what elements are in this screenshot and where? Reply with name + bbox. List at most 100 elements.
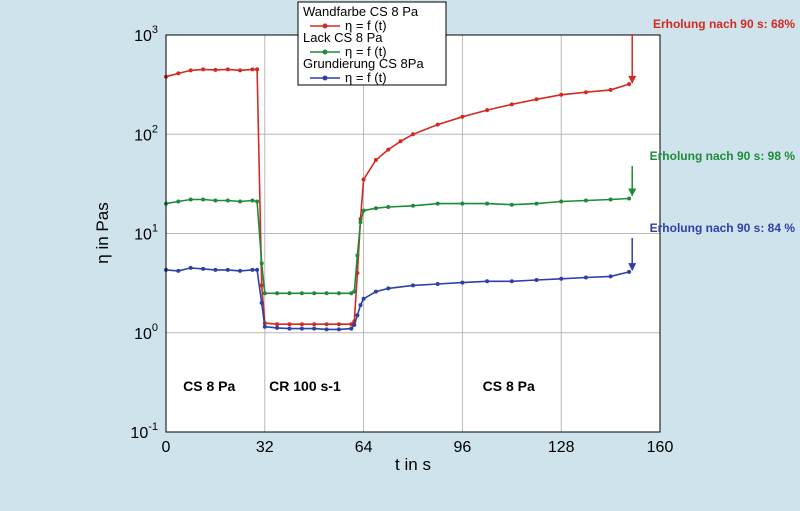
y-tick-label: 101 <box>134 223 158 244</box>
legend-marker <box>322 75 328 81</box>
data-point <box>361 177 366 182</box>
phase-labels: CS 8 Pa CR 100 s-1 CS 8 Pa <box>183 378 535 394</box>
data-point <box>398 139 403 144</box>
data-point <box>259 283 264 288</box>
legend-label: η = f (t) <box>345 18 387 33</box>
legend: Wandfarbe CS 8 Paη = f (t)Lack CS 8 Paη … <box>297 1 447 86</box>
legend-marker <box>322 23 328 29</box>
data-point <box>259 300 264 305</box>
data-point <box>349 326 354 331</box>
data-point <box>627 269 632 274</box>
data-point <box>608 87 613 92</box>
data-point <box>299 291 304 296</box>
data-point <box>509 202 514 207</box>
data-point <box>386 205 391 209</box>
y-axis-title: η in Pas <box>93 202 112 263</box>
data-point <box>608 274 613 279</box>
data-point <box>201 197 206 202</box>
data-point <box>176 199 181 204</box>
x-tick-label: 64 <box>355 439 373 456</box>
data-point <box>324 327 329 332</box>
data-point <box>627 196 632 201</box>
data-point <box>361 296 366 301</box>
x-tick-label: 128 <box>548 439 575 456</box>
data-point <box>250 267 255 272</box>
x-tick-label: 32 <box>256 439 274 456</box>
data-point <box>485 201 490 206</box>
data-point <box>188 68 193 73</box>
data-point <box>386 286 391 291</box>
data-point <box>225 267 230 272</box>
data-point <box>460 280 465 285</box>
data-point <box>312 322 317 327</box>
data-point <box>534 278 539 282</box>
recovery-annotation: Erholung nach 90 s: 98 % <box>650 149 796 163</box>
y-tick-label: 102 <box>134 123 158 144</box>
data-point <box>460 114 465 119</box>
data-point <box>361 208 366 213</box>
y-tick-labels: 10-1 100 101 102 103 <box>130 24 158 442</box>
data-point <box>411 283 415 288</box>
data-point <box>509 279 514 284</box>
data-point <box>255 67 260 72</box>
data-point <box>213 198 218 203</box>
y-tick-label: 100 <box>134 322 158 343</box>
data-point <box>358 303 363 308</box>
data-point <box>312 326 317 331</box>
x-axis-title: t in s <box>395 455 431 474</box>
data-point <box>608 197 613 202</box>
data-point <box>386 147 391 152</box>
data-point <box>238 199 243 204</box>
annotations: Erholung nach 90 s: 68% Erholung nach 90 … <box>628 17 796 272</box>
data-point <box>336 327 341 332</box>
data-point <box>485 279 490 284</box>
data-point <box>201 67 206 72</box>
data-point <box>238 268 243 273</box>
data-point <box>559 92 564 97</box>
data-point <box>262 291 267 296</box>
series-grundierung <box>164 265 632 332</box>
data-point <box>225 67 230 72</box>
x-tick-label: 160 <box>647 439 674 456</box>
data-point <box>485 108 490 113</box>
series-line <box>165 267 630 331</box>
data-point <box>559 276 564 281</box>
data-point <box>583 275 588 280</box>
series-layer <box>164 67 632 332</box>
annotation-arrowhead <box>628 263 637 272</box>
y-tick-label: 103 <box>134 24 158 45</box>
data-point <box>534 97 539 102</box>
data-point <box>583 198 588 203</box>
annotation-arrowhead <box>628 188 637 197</box>
data-point <box>324 322 329 327</box>
data-point <box>312 291 317 296</box>
data-point <box>255 267 260 272</box>
data-point <box>460 201 465 206</box>
x-tick-labels: 0 32 64 96 128 160 <box>162 439 674 456</box>
data-point <box>201 266 206 271</box>
data-point <box>262 324 267 329</box>
data-point <box>287 322 292 327</box>
data-point <box>355 253 360 258</box>
data-point <box>213 267 218 272</box>
legend-label: η = f (t) <box>345 70 387 85</box>
data-point <box>275 291 280 296</box>
data-point <box>225 198 230 203</box>
data-point <box>583 90 588 95</box>
recovery-annotation: Erholung nach 90 s: 68% <box>653 17 795 31</box>
phase-label: CS 8 Pa <box>483 378 535 394</box>
data-point <box>627 82 632 87</box>
data-point <box>176 268 181 273</box>
data-point <box>238 68 243 73</box>
data-point <box>373 289 378 294</box>
x-tick-label: 96 <box>454 439 472 456</box>
annotation-arrowhead <box>628 75 637 84</box>
data-point <box>559 199 564 204</box>
data-point <box>352 322 357 327</box>
data-point <box>299 326 304 331</box>
x-tick-label: 0 <box>162 439 171 456</box>
data-point <box>188 265 193 270</box>
data-point <box>435 201 440 206</box>
recovery-annotation: Erholung nach 90 s: 84 % <box>650 221 796 235</box>
data-point <box>259 261 264 266</box>
